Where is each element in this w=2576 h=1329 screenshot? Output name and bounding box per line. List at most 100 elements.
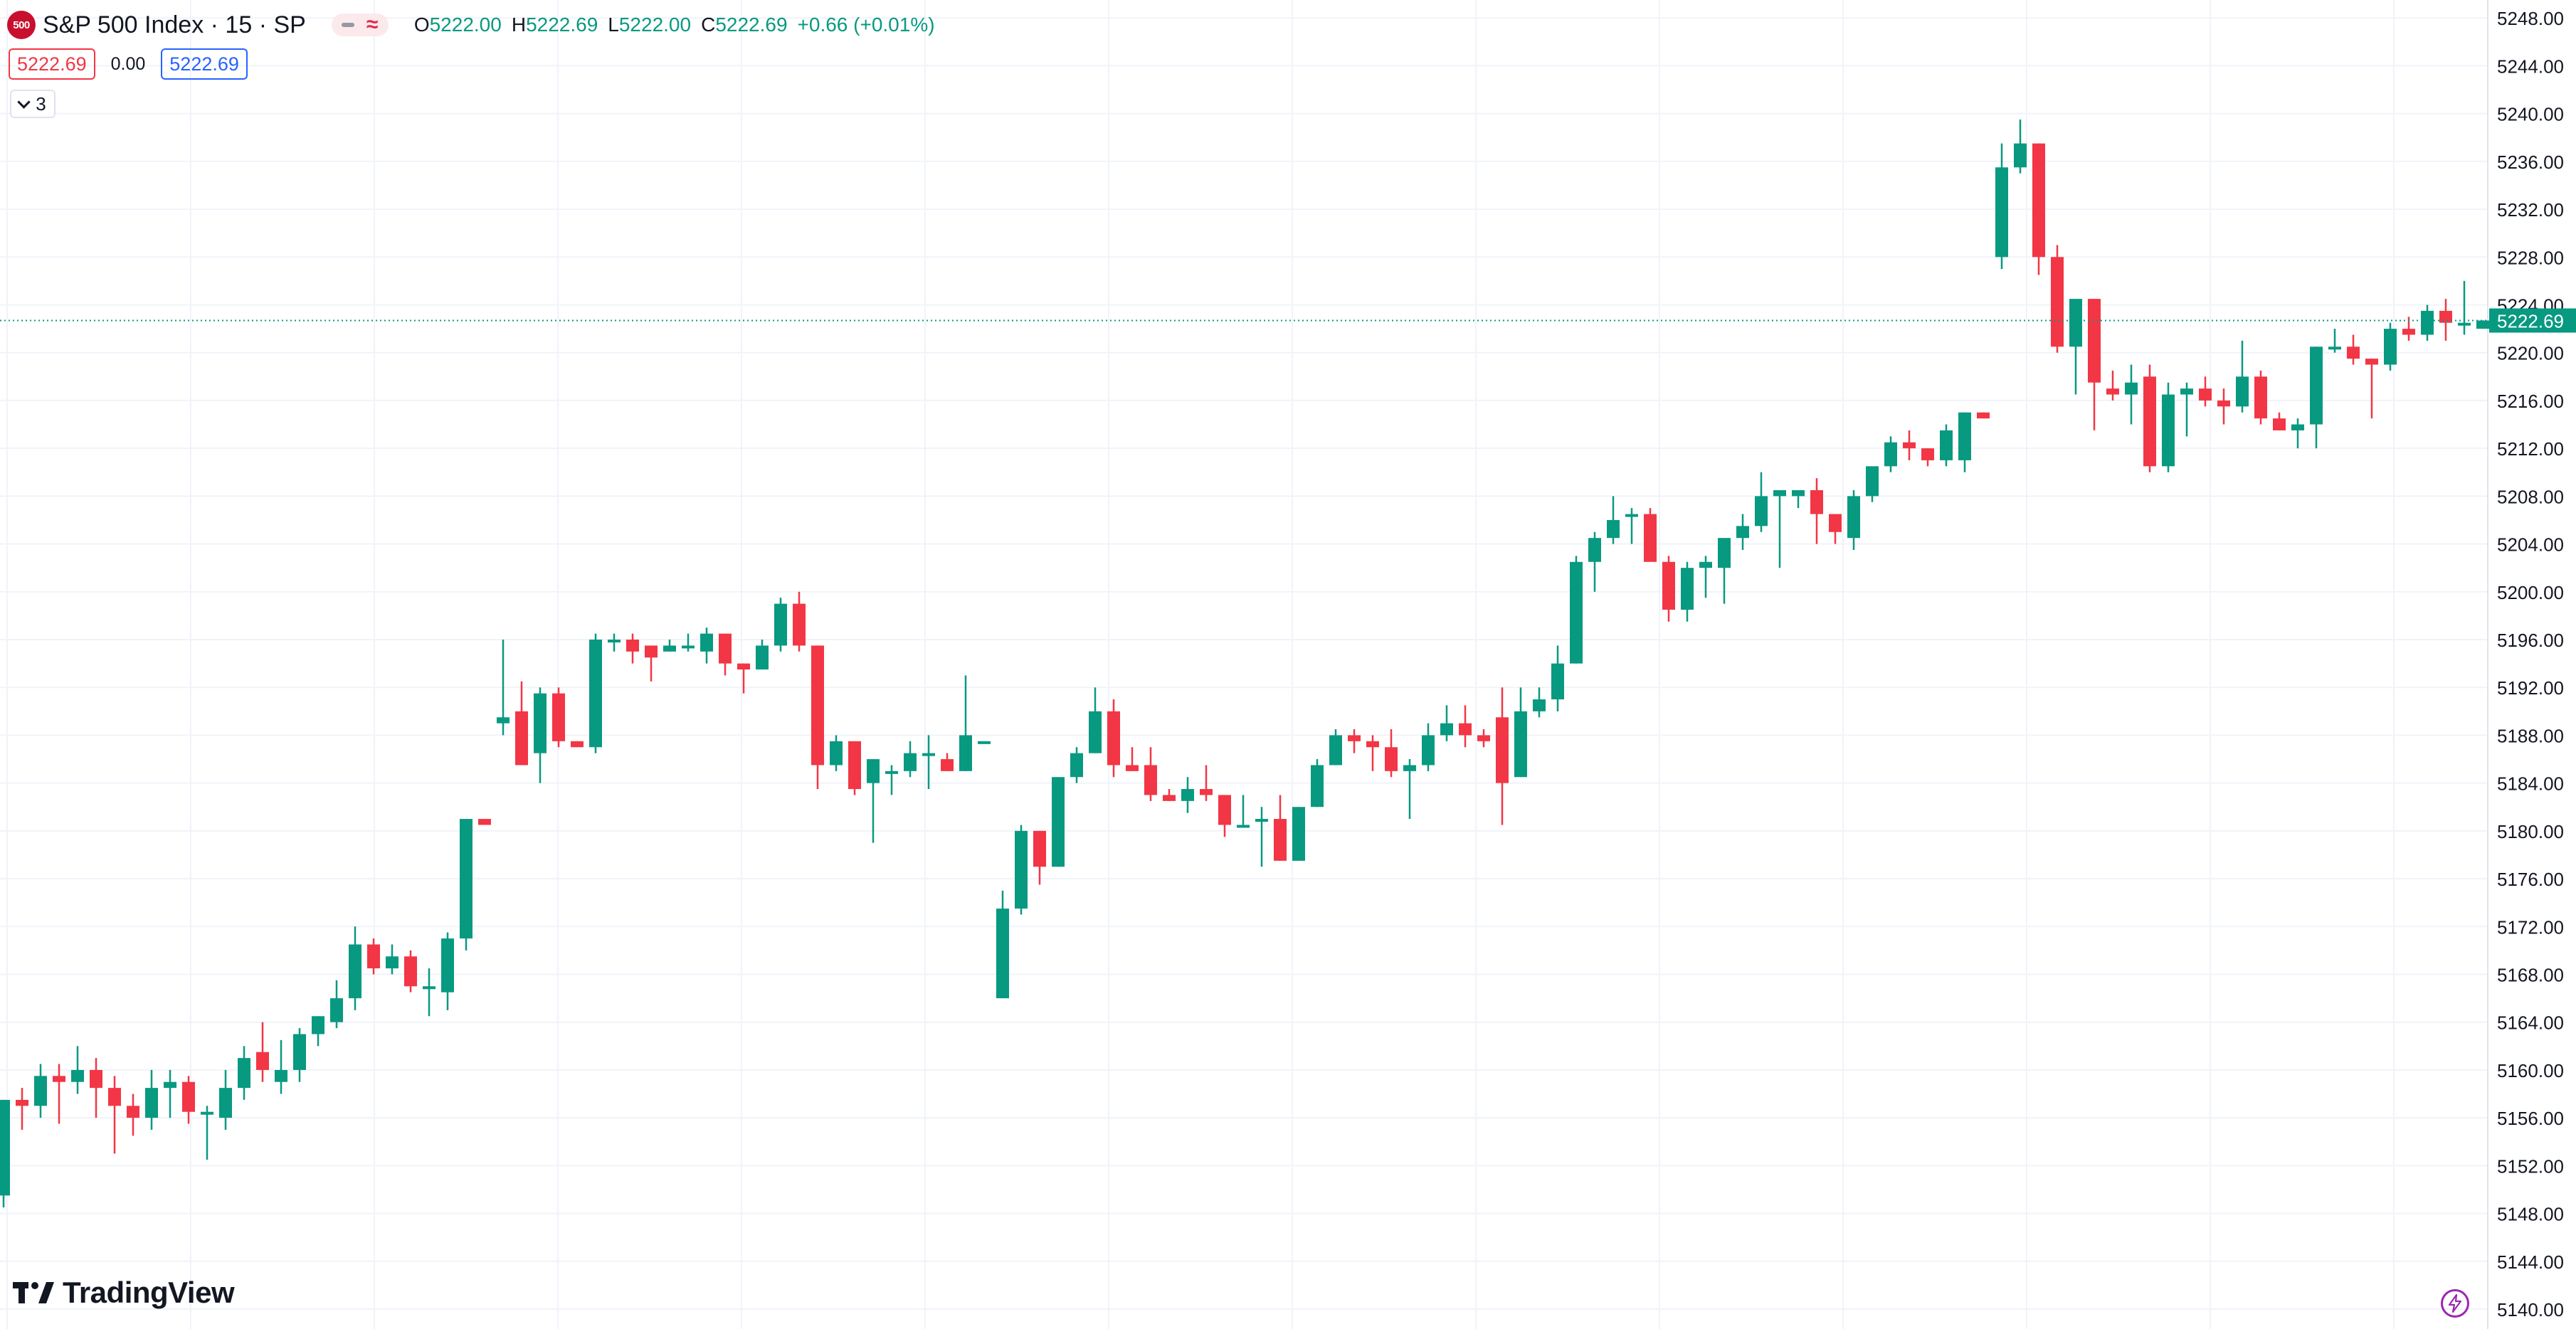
price-tick-label: 5236.00 — [2497, 152, 2564, 173]
candle — [1311, 759, 1324, 808]
candle-body — [2291, 424, 2304, 430]
candle — [330, 980, 343, 1029]
candle — [1329, 729, 1342, 766]
candle-body — [201, 1111, 213, 1115]
close-label: C — [701, 14, 716, 36]
candle-body — [2347, 346, 2360, 359]
candle-body — [2365, 359, 2378, 365]
candle — [53, 1064, 65, 1124]
candle — [682, 633, 695, 652]
candle — [1681, 561, 1694, 622]
price-axis[interactable]: 5140.00 5144.00 5148.00 5152.00 5156.00 5160.… — [2487, 0, 2564, 1329]
high-value: 5222.69 — [526, 14, 598, 36]
candle — [497, 639, 510, 736]
candle — [2439, 299, 2452, 341]
candle-body — [293, 1034, 306, 1070]
candle — [1866, 466, 1879, 502]
price-tick-label: 5168.00 — [2497, 964, 2564, 985]
price-tick-label: 5200.00 — [2497, 582, 2564, 603]
candle — [1940, 424, 1953, 467]
sp500-logo-icon[interactable]: 500 — [7, 11, 36, 39]
candle-body — [2421, 310, 2434, 335]
candle — [904, 741, 917, 778]
candle-body — [1070, 753, 1083, 778]
candle — [1163, 789, 1176, 801]
candle-body — [1866, 466, 1879, 497]
candle-body — [848, 741, 861, 790]
candle-body — [1126, 765, 1139, 771]
candle — [2236, 340, 2249, 413]
candle — [2291, 418, 2304, 449]
price-tick-label: 5208.00 — [2497, 486, 2564, 507]
candle — [700, 628, 713, 664]
candle — [460, 819, 473, 951]
candle — [1977, 412, 1990, 419]
candle-body — [367, 944, 380, 969]
candle-body — [349, 944, 361, 999]
candle — [1107, 699, 1120, 778]
candle-body — [1255, 819, 1268, 822]
candle — [885, 765, 898, 795]
candle — [1477, 729, 1490, 748]
candle-body — [885, 771, 898, 774]
lightning-icon[interactable] — [2441, 1289, 2469, 1318]
price-tick-label: 5140.00 — [2497, 1299, 2564, 1320]
candle — [645, 645, 658, 682]
candle-body — [127, 1106, 139, 1118]
candle — [1033, 830, 1046, 885]
candle-body — [423, 986, 436, 990]
candle — [367, 938, 380, 975]
indicators-collapse-button[interactable]: 3 — [10, 90, 56, 118]
candle-body — [275, 1069, 287, 1082]
candle-body — [774, 603, 787, 646]
sell-price-button[interactable]: 5222.69 — [9, 48, 95, 80]
candle-body — [1607, 519, 1620, 539]
candle — [423, 968, 436, 1017]
candle-body — [1403, 765, 1416, 771]
candle — [2458, 280, 2471, 335]
price-tick-label: 5220.00 — [2497, 343, 2564, 364]
candle — [774, 598, 787, 652]
candle-body — [1477, 735, 1490, 741]
candle-body — [71, 1069, 84, 1082]
candle — [1625, 508, 1638, 544]
candle — [1773, 489, 1786, 568]
candle — [1570, 556, 1583, 664]
candle — [978, 741, 991, 744]
candle-body — [1366, 741, 1379, 748]
candle-body — [1884, 442, 1897, 467]
candle-body — [1274, 819, 1287, 861]
candle — [478, 819, 491, 825]
candle-body — [1459, 723, 1472, 736]
candle-body — [1921, 448, 1934, 460]
candle-body — [1496, 717, 1509, 783]
candle-body — [256, 1052, 269, 1070]
symbol-title[interactable]: S&P 500 Index · 15 · SP — [43, 11, 306, 38]
candle-body — [1588, 538, 1601, 562]
candle-body — [996, 909, 1009, 999]
candle — [349, 926, 361, 1010]
candle-body — [922, 753, 935, 756]
candle-body — [1311, 765, 1324, 808]
candle — [2421, 305, 2434, 341]
candle — [1551, 645, 1564, 711]
candle-body — [589, 639, 602, 748]
candle-body — [1292, 807, 1305, 861]
candle-body — [2162, 394, 2175, 467]
candle-body — [978, 741, 991, 744]
candle — [182, 1076, 195, 1124]
candle-body — [1144, 765, 1157, 795]
buy-price-button[interactable]: 5222.69 — [161, 48, 248, 80]
candle-body — [1052, 777, 1065, 867]
indicator-status-pill[interactable]: ≈ — [331, 14, 389, 36]
tradingview-logo[interactable]: TradingView — [13, 1275, 235, 1311]
candle-body — [2106, 388, 2119, 395]
candle-body — [53, 1076, 65, 1082]
candle-body — [1551, 663, 1564, 700]
candle — [2365, 359, 2378, 419]
candle — [108, 1076, 121, 1154]
candle-body — [2217, 400, 2230, 407]
candle — [312, 1016, 324, 1047]
candle-body — [1533, 699, 1546, 711]
